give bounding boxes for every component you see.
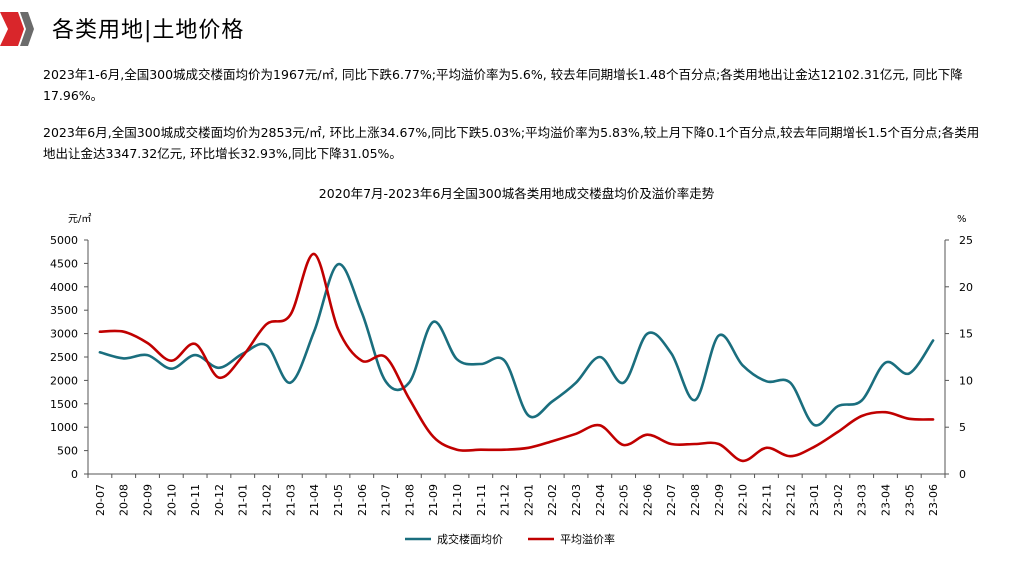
x-tick-label: 21-09 <box>427 484 440 516</box>
x-tick-label: 22-06 <box>641 484 654 516</box>
y-left-tick-label: 2500 <box>50 351 78 364</box>
x-tick-label: 23-03 <box>856 484 869 516</box>
y-left-unit: 元/㎡ <box>68 213 91 225</box>
y-left-tick-label: 3000 <box>50 328 78 341</box>
y-right-tick-label: 20 <box>959 281 973 294</box>
y-right-tick-label: 0 <box>959 468 966 481</box>
x-tick-label: 22-07 <box>665 484 678 516</box>
series-line-price <box>98 263 935 427</box>
y-right-tick-label: 25 <box>959 234 973 247</box>
y-left-tick-label: 4500 <box>50 257 78 270</box>
price-premium-chart: 2020年7月-2023年6月全国300城各类用地成交楼盘均价及溢价率走势元/㎡… <box>50 186 973 546</box>
y-left-tick-label: 1000 <box>50 421 78 434</box>
x-tick-label: 21-04 <box>308 484 321 516</box>
x-tick-label: 21-02 <box>261 484 274 516</box>
x-tick-label: 21-07 <box>380 484 393 516</box>
x-tick-label: 21-05 <box>332 484 345 516</box>
x-tick-label: 22-11 <box>760 484 773 516</box>
page-title: 各类用地|土地价格 <box>52 18 245 43</box>
chart-title: 2020年7月-2023年6月全国300城各类用地成交楼盘均价及溢价率走势 <box>319 186 715 201</box>
y-right-tick-label: 15 <box>959 328 973 341</box>
x-tick-label: 22-02 <box>546 484 559 516</box>
x-tick-label: 22-04 <box>594 484 607 516</box>
x-tick-label: 22-12 <box>784 484 797 516</box>
y-left-tick-label: 3500 <box>50 304 78 317</box>
y-left-tick-label: 1500 <box>50 398 78 411</box>
x-tick-label: 20-07 <box>94 484 107 516</box>
x-tick-label: 21-03 <box>284 484 297 516</box>
x-tick-label: 23-04 <box>879 484 892 516</box>
brand-logo <box>0 12 34 46</box>
x-tick-label: 22-03 <box>570 484 583 516</box>
y-left-tick-label: 4000 <box>50 281 78 294</box>
x-tick-label: 22-10 <box>737 484 750 516</box>
x-tick-label: 20-09 <box>142 484 155 516</box>
y-left-tick-label: 500 <box>57 445 78 458</box>
x-tick-label: 21-10 <box>451 484 464 516</box>
x-tick-label: 23-01 <box>808 484 821 516</box>
legend-label-price: 成交楼面均价 <box>437 532 503 546</box>
legend-label-premium: 平均溢价率 <box>560 532 615 546</box>
summary-paragraph-h1: 2023年1-6月,全国300城成交楼面均价为1967元/㎡, 同比下跌6.77… <box>43 67 963 103</box>
x-tick-label: 23-06 <box>927 484 940 516</box>
y-left-tick-label: 5000 <box>50 234 78 247</box>
x-tick-label: 22-01 <box>522 484 535 516</box>
y-right-unit: % <box>957 214 967 225</box>
x-tick-label: 20-08 <box>118 484 131 516</box>
x-tick-label: 20-11 <box>189 484 202 516</box>
x-tick-label: 21-01 <box>237 484 250 516</box>
x-tick-label: 21-08 <box>403 484 416 516</box>
x-tick-label: 20-12 <box>213 484 226 516</box>
x-tick-label: 20-10 <box>165 484 178 516</box>
x-tick-label: 22-05 <box>618 484 631 516</box>
y-left-tick-label: 2000 <box>50 374 78 387</box>
y-left-tick-label: 0 <box>71 468 78 481</box>
y-right-tick-label: 10 <box>959 374 973 387</box>
x-tick-label: 21-11 <box>475 484 488 516</box>
y-right-tick-label: 5 <box>959 421 966 434</box>
summary-paragraph-june: 2023年6月,全国300城成交楼面均价为2853元/㎡, 环比上涨34.67%… <box>43 125 980 161</box>
series-line-premium <box>98 252 935 463</box>
x-tick-label: 21-06 <box>356 484 369 516</box>
x-tick-label: 21-12 <box>499 484 512 516</box>
x-tick-label: 22-08 <box>689 484 702 516</box>
x-tick-label: 23-05 <box>903 484 916 516</box>
x-tick-label: 22-09 <box>713 484 726 516</box>
x-tick-label: 23-02 <box>832 484 845 516</box>
